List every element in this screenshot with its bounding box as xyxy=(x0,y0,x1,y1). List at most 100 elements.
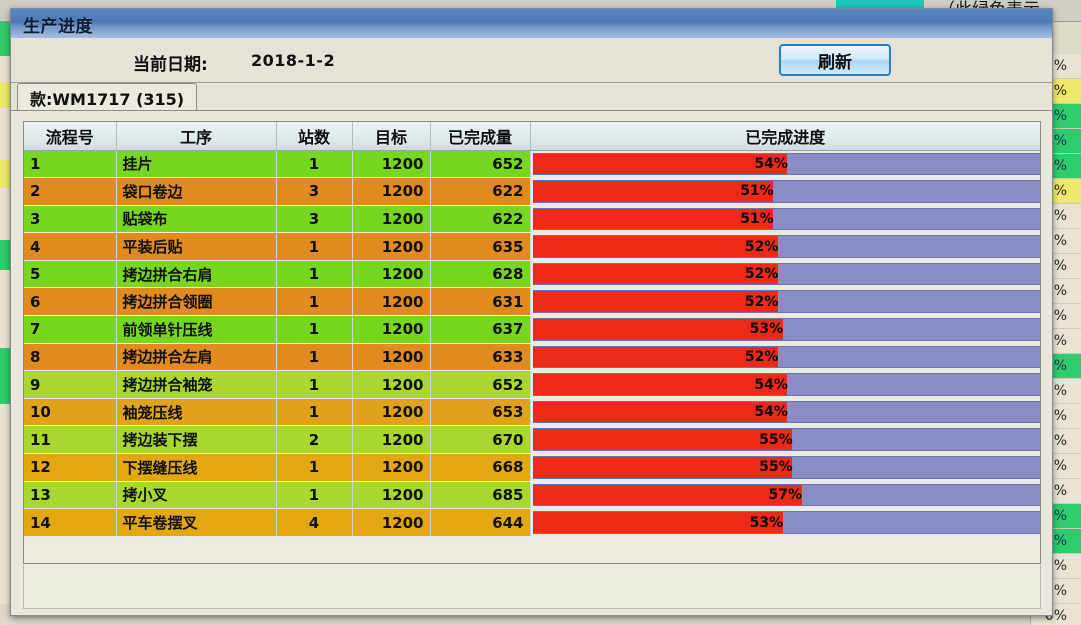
cell-completed: 637 xyxy=(430,315,531,344)
cell-progress: 55% xyxy=(530,425,1040,455)
table-row[interactable]: 2 袋口卷边 3 1200 622 51% xyxy=(24,177,1040,206)
cell-stations: 1 xyxy=(276,453,353,482)
cell-stations: 1 xyxy=(276,287,353,317)
table-row[interactable]: 11 拷边装下摆 2 1200 670 55% xyxy=(24,425,1040,455)
cell-progress: 52% xyxy=(530,343,1040,372)
cell-flow-no: 13 xyxy=(24,481,117,510)
table-row[interactable]: 1 挂片 1 1200 652 54% xyxy=(24,150,1040,179)
table-row[interactable]: 8 拷边拼合左肩 1 1200 633 52% xyxy=(24,343,1040,372)
cell-stations: 1 xyxy=(276,150,353,179)
progress-label: 52% xyxy=(744,238,779,255)
column-header-flow-no[interactable]: 流程号 xyxy=(24,122,117,151)
progress-track: 53% xyxy=(532,511,1040,534)
progress-fill xyxy=(532,181,774,202)
progress-fill xyxy=(532,484,802,506)
cell-target: 1200 xyxy=(352,343,431,372)
cell-process: 拷小叉 xyxy=(116,481,277,510)
cell-flow-no: 10 xyxy=(24,398,117,427)
cell-stations: 1 xyxy=(276,370,353,399)
production-progress-window: 生产进度 ✕ 当前日期: 2018-1-2 刷新 款:WM1717 (315) … xyxy=(10,8,1053,616)
cell-progress: 51% xyxy=(530,177,1040,206)
cell-completed: 652 xyxy=(430,150,531,179)
cell-stations: 2 xyxy=(276,425,353,455)
progress-track: 52% xyxy=(532,262,1040,286)
progress-label: 54% xyxy=(754,376,788,393)
cell-flow-no: 9 xyxy=(24,370,117,399)
progress-fill xyxy=(532,208,774,230)
cell-progress: 52% xyxy=(530,287,1040,317)
table-row[interactable]: 6 拷边拼合领圈 1 1200 631 52% xyxy=(24,287,1040,317)
progress-label: 55% xyxy=(759,459,793,476)
cell-completed: 633 xyxy=(430,343,531,372)
cell-process: 拷边装下摆 xyxy=(116,425,277,455)
cell-process: 挂片 xyxy=(116,150,277,179)
table-body: 1 挂片 1 1200 652 54% 2 袋口卷边 3 1200 622 51% 3 贴袋布 3 1200 6… xyxy=(24,150,1040,537)
progress-track: 54% xyxy=(532,400,1040,424)
table-row[interactable]: 12 下摆缝压线 1 1200 668 55% xyxy=(24,453,1040,482)
current-date-label: 当前日期: xyxy=(133,55,208,75)
table-row[interactable]: 9 拷边拼合袖笼 1 1200 652 54% xyxy=(24,370,1040,399)
grid-empty-area xyxy=(23,565,1041,609)
table-row[interactable]: 5 拷边拼合右肩 1 1200 628 52% xyxy=(24,260,1040,289)
progress-track: 51% xyxy=(532,207,1040,231)
cell-completed: 652 xyxy=(430,370,531,399)
cell-flow-no: 1 xyxy=(24,150,117,179)
progress-label: 53% xyxy=(749,514,784,531)
column-header-stations[interactable]: 站数 xyxy=(276,122,353,151)
cell-flow-no: 8 xyxy=(24,343,117,372)
column-header-process[interactable]: 工序 xyxy=(116,122,277,151)
column-header-progress[interactable]: 已完成进度 xyxy=(530,122,1040,151)
toolbar: 当前日期: 2018-1-2 刷新 xyxy=(11,38,1052,83)
cell-target: 1200 xyxy=(352,315,431,344)
cell-flow-no: 4 xyxy=(24,232,117,261)
progress-label: 57% xyxy=(768,486,803,503)
cell-process: 平装后贴 xyxy=(116,232,277,261)
cell-target: 1200 xyxy=(352,453,431,482)
cell-process: 贴袋布 xyxy=(116,205,277,234)
cell-target: 1200 xyxy=(352,205,431,234)
cell-flow-no: 5 xyxy=(24,260,117,289)
table-row[interactable]: 4 平装后贴 1 1200 635 52% xyxy=(24,232,1040,261)
cell-process: 拷边拼合左肩 xyxy=(116,343,277,372)
cell-target: 1200 xyxy=(352,287,431,317)
progress-track: 52% xyxy=(532,235,1040,258)
table-header: 流程号 工序 站数 目标 已完成量 已完成进度 xyxy=(24,122,1040,151)
cell-stations: 1 xyxy=(276,481,353,510)
cell-target: 1200 xyxy=(352,370,431,399)
table-row[interactable]: 10 袖笼压线 1 1200 653 54% xyxy=(24,398,1040,427)
table-row[interactable]: 13 拷小叉 1 1200 685 57% xyxy=(24,481,1040,510)
cell-stations: 4 xyxy=(276,508,353,537)
cell-stations: 3 xyxy=(276,205,353,234)
column-header-target[interactable]: 目标 xyxy=(352,122,431,151)
progress-track: 51% xyxy=(532,180,1040,203)
tab-style-wm1717[interactable]: 款:WM1717 (315) xyxy=(17,83,198,111)
toolbar-divider xyxy=(11,82,1052,83)
cell-process: 袋口卷边 xyxy=(116,177,277,206)
progress-label: 54% xyxy=(754,404,788,421)
progress-track: 54% xyxy=(532,152,1040,176)
window-title: 生产进度 xyxy=(23,17,93,37)
refresh-button[interactable]: 刷新 xyxy=(779,44,891,76)
cell-stations: 1 xyxy=(276,343,353,372)
progress-label: 54% xyxy=(754,155,788,172)
cell-progress: 51% xyxy=(530,205,1040,234)
cell-completed: 635 xyxy=(430,232,531,261)
cell-stations: 1 xyxy=(276,315,353,344)
table-row[interactable]: 3 贴袋布 3 1200 622 51% xyxy=(24,205,1040,234)
progress-label: 51% xyxy=(740,183,774,200)
window-title-bar[interactable]: 生产进度 xyxy=(11,9,1052,38)
progress-fill xyxy=(532,319,783,340)
cell-flow-no: 3 xyxy=(24,205,117,234)
cell-completed: 644 xyxy=(430,508,531,537)
progress-fill xyxy=(532,374,788,395)
table-row[interactable]: 14 平车卷摆叉 4 1200 644 53% xyxy=(24,508,1040,537)
progress-fill xyxy=(532,346,778,368)
cell-stations: 1 xyxy=(276,398,353,427)
cell-target: 1200 xyxy=(352,481,431,510)
column-header-completed[interactable]: 已完成量 xyxy=(430,122,531,151)
cell-progress: 53% xyxy=(530,508,1040,537)
tab-strip: 款:WM1717 (315) xyxy=(11,83,1052,111)
table-row[interactable]: 7 前领单针压线 1 1200 637 53% xyxy=(24,315,1040,344)
cell-completed: 631 xyxy=(430,287,531,317)
cell-target: 1200 xyxy=(352,425,431,455)
